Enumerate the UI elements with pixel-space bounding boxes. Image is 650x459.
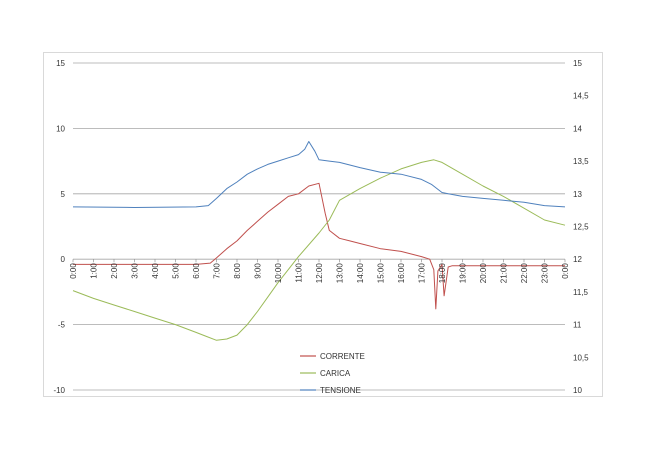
y-left-tick-label: 10 bbox=[56, 124, 65, 133]
series-line-corrente bbox=[73, 182, 565, 310]
y-right-tick-label: 11 bbox=[573, 321, 582, 330]
x-tick-label: 12:00 bbox=[315, 263, 324, 284]
x-tick-label: 13:00 bbox=[336, 263, 345, 284]
x-tick-label: 2:00 bbox=[110, 263, 119, 279]
x-tick-label: 10:00 bbox=[274, 263, 283, 284]
x-tick-label: 4:00 bbox=[151, 263, 160, 279]
y-right-tick-label: 12,5 bbox=[573, 223, 589, 232]
y-left-tick-label: 15 bbox=[56, 59, 65, 68]
x-tick-label: 22:00 bbox=[520, 263, 529, 284]
x-tick-label: 17:00 bbox=[418, 263, 427, 284]
x-tick-label: 20:00 bbox=[479, 263, 488, 284]
x-tick-label: 6:00 bbox=[192, 263, 201, 279]
x-tick-label: 14:00 bbox=[356, 263, 365, 284]
y-right-tick-label: 14 bbox=[573, 124, 582, 133]
x-tick-label: 16:00 bbox=[397, 263, 406, 284]
x-tick-label: 0:00 bbox=[561, 263, 570, 279]
y-left-tick-label: 5 bbox=[61, 190, 66, 199]
x-tick-label: 0:00 bbox=[69, 263, 78, 279]
x-tick-label: 8:00 bbox=[233, 263, 242, 279]
x-tick-label: 11:00 bbox=[295, 263, 304, 283]
y-right-tick-label: 10 bbox=[573, 386, 582, 395]
x-tick-label: 5:00 bbox=[172, 263, 181, 279]
x-tick-label: 1:00 bbox=[90, 263, 99, 279]
series-line-carica bbox=[72, 159, 566, 341]
x-tick-label: 9:00 bbox=[254, 263, 263, 279]
x-tick-label: 18:00 bbox=[438, 263, 447, 284]
y-right-tick-label: 11,5 bbox=[573, 288, 589, 297]
y-left-tick-label: -10 bbox=[53, 386, 65, 395]
y-right-tick-label: 14,5 bbox=[573, 92, 589, 101]
y-right-tick-label: 13,5 bbox=[573, 157, 589, 166]
x-tick-label: 19:00 bbox=[459, 263, 468, 284]
y-right-tick-label: 13 bbox=[573, 190, 582, 199]
y-left-tick-label: -5 bbox=[58, 321, 66, 330]
chart-frame bbox=[43, 52, 603, 397]
y-left-tick-label: 0 bbox=[61, 255, 66, 264]
series-line-tensione bbox=[72, 141, 566, 208]
x-tick-label: 3:00 bbox=[131, 263, 140, 279]
y-right-tick-label: 10,5 bbox=[573, 353, 589, 362]
x-tick-label: 7:00 bbox=[213, 263, 222, 279]
legend-label: TENSIONE bbox=[320, 386, 361, 395]
x-tick-label: 23:00 bbox=[541, 263, 550, 284]
legend-label: CORRENTE bbox=[320, 352, 365, 361]
x-tick-label: 21:00 bbox=[500, 263, 509, 284]
x-tick-label: 15:00 bbox=[377, 263, 386, 284]
y-right-tick-label: 15 bbox=[573, 59, 582, 68]
legend-label: CARICA bbox=[320, 369, 351, 378]
y-right-tick-label: 12 bbox=[573, 255, 582, 264]
